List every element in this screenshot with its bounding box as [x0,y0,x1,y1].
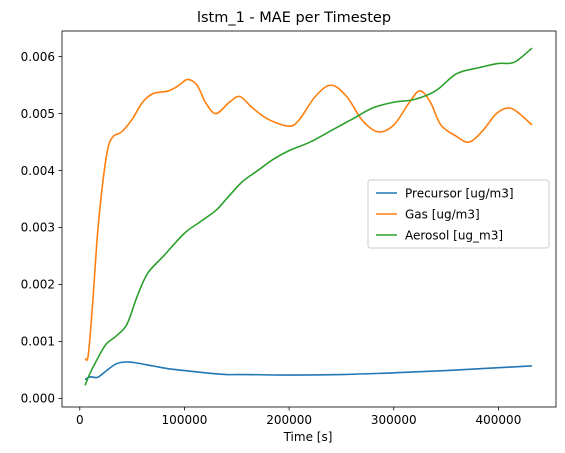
plot-area-border [61,30,557,408]
y-tick-label: 0.000 [21,392,55,406]
legend-label-2: Aerosol [ug_m3] [405,228,503,242]
y-tick-label: 0.006 [21,50,55,64]
y-tick-label: 0.005 [21,107,55,121]
plot-lines [84,47,533,386]
y-tick-label: 0.002 [21,278,55,292]
legend-box [367,179,550,249]
y-tick-label: 0.004 [21,164,55,178]
x-axis-label: Time [s] [283,430,333,444]
axes-frame [61,30,557,408]
legend-label-0: Precursor [ug/m3] [405,186,514,200]
x-tick-label: 300000 [371,413,417,427]
x-tick-label: 0 [76,413,84,427]
legend-label-1: Gas [ug/m3] [405,207,480,221]
x-tick-label: 100000 [162,413,208,427]
series-line-1 [84,78,533,362]
x-tick-label: 200000 [266,413,312,427]
x-axis-ticks: 0 100000 200000 300000 400000 [76,407,521,427]
y-tick-label: 0.003 [21,221,55,235]
y-tick-label: 0.001 [21,335,55,349]
x-tick-label: 400000 [476,413,522,427]
y-axis-ticks: 0.000 0.001 0.002 0.003 0.004 0.005 0.006 [21,50,62,406]
chart-title: lstm_1 - MAE per Timestep [197,10,391,26]
legend: Precursor [ug/m3] Gas [ug/m3] Aerosol [ug_… [367,179,550,249]
series-line-0 [84,361,532,381]
series-line-2 [84,47,533,386]
